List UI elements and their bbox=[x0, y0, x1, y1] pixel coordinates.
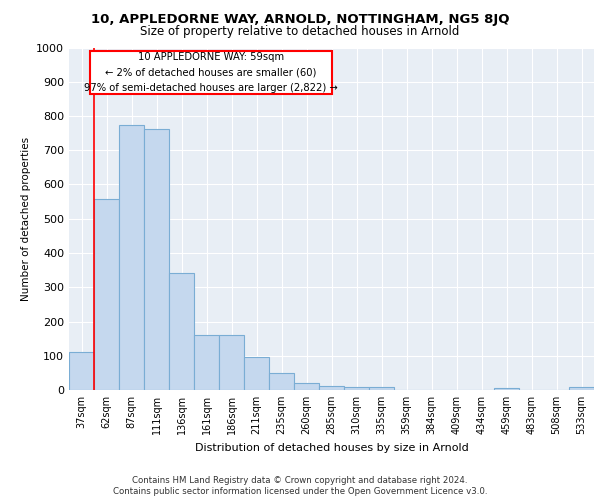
Text: Size of property relative to detached houses in Arnold: Size of property relative to detached ho… bbox=[140, 25, 460, 38]
Bar bbox=[144, 129, 169, 390]
FancyBboxPatch shape bbox=[90, 51, 331, 94]
Bar bbox=[494, 388, 519, 390]
Bar bbox=[569, 386, 594, 390]
Bar bbox=[319, 386, 344, 390]
Text: Contains public sector information licensed under the Open Government Licence v3: Contains public sector information licen… bbox=[113, 487, 487, 496]
Bar bbox=[244, 358, 269, 390]
Bar bbox=[344, 386, 369, 390]
Bar bbox=[369, 386, 394, 390]
Bar bbox=[194, 335, 219, 390]
Bar bbox=[219, 335, 244, 390]
Text: 10 APPLEDORNE WAY: 59sqm
← 2% of detached houses are smaller (60)
97% of semi-de: 10 APPLEDORNE WAY: 59sqm ← 2% of detache… bbox=[84, 52, 338, 93]
Y-axis label: Number of detached properties: Number of detached properties bbox=[20, 136, 31, 301]
Bar bbox=[119, 124, 144, 390]
Text: 10, APPLEDORNE WAY, ARNOLD, NOTTINGHAM, NG5 8JQ: 10, APPLEDORNE WAY, ARNOLD, NOTTINGHAM, … bbox=[91, 12, 509, 26]
Bar bbox=[94, 199, 119, 390]
Bar bbox=[169, 272, 194, 390]
X-axis label: Distribution of detached houses by size in Arnold: Distribution of detached houses by size … bbox=[194, 442, 469, 452]
Bar bbox=[69, 352, 94, 390]
Bar bbox=[269, 373, 294, 390]
Bar bbox=[294, 383, 319, 390]
Text: Contains HM Land Registry data © Crown copyright and database right 2024.: Contains HM Land Registry data © Crown c… bbox=[132, 476, 468, 485]
